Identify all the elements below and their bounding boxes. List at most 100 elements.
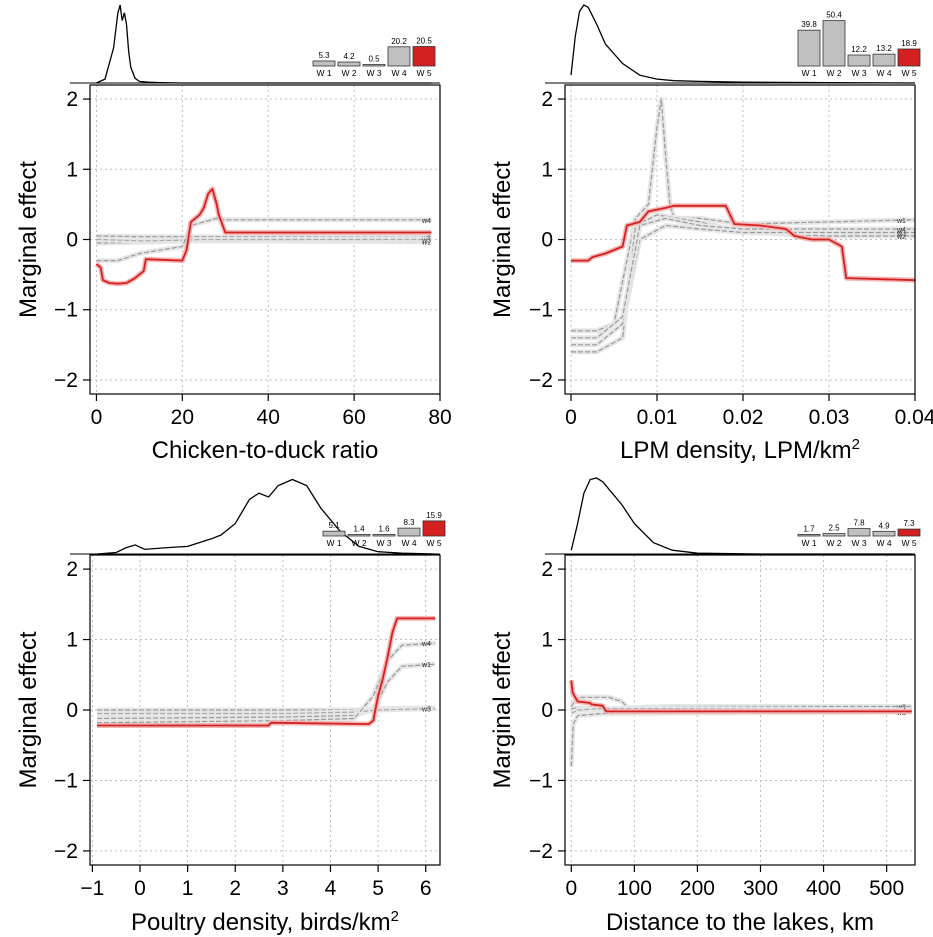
weight-name-label: W 1	[316, 68, 331, 78]
y-axis-label: Marginal effect	[15, 631, 42, 788]
series-line-w5	[570, 680, 912, 713]
series-halo-w1	[568, 709, 912, 767]
weight-value-label: 1.7	[803, 524, 815, 533]
series-end-label: w1	[421, 240, 431, 247]
weight-bar	[897, 48, 921, 67]
weight-bar	[872, 530, 896, 537]
series-end-label: w4	[421, 641, 431, 648]
weight-name-label: W 5	[426, 538, 441, 548]
x-axis-label: Chicken-to-duck ratio	[152, 437, 379, 464]
y-tick-label: 1	[66, 629, 78, 652]
weight-value-label: 1.6	[378, 524, 390, 533]
y-tick-label: 2	[541, 558, 553, 581]
weight-bar	[312, 60, 336, 67]
y-axis-label: Marginal effect	[489, 631, 516, 788]
series-end-label: w1	[896, 218, 906, 225]
density-curve	[570, 4, 916, 84]
series-line-w3	[96, 238, 432, 242]
x-axis-label: Distance to the lakes, km	[606, 909, 874, 936]
series-line-w5	[95, 188, 432, 285]
series-line-w3	[571, 224, 915, 346]
weight-name-label: W 4	[391, 68, 406, 78]
x-tick-label: 0.01	[637, 406, 678, 429]
weight-bar	[412, 46, 436, 67]
y-tick-label: 0	[541, 229, 553, 252]
weight-name-label: W 5	[416, 68, 431, 78]
density-curve	[97, 478, 436, 555]
y-tick-label: 1	[66, 158, 78, 181]
x-tick-label: 0.02	[723, 406, 764, 429]
weight-value-label: 12.2	[851, 45, 867, 54]
y-tick-label: −1	[54, 299, 78, 322]
weight-value-label: 5.3	[318, 51, 330, 60]
x-tick-label: 1	[182, 877, 194, 900]
y-tick-label: 2	[66, 558, 78, 581]
chart-panel-1: 5.3W 14.2W 20.5W 320.2W 420.5W 5w1w2w3w4…	[15, 4, 452, 464]
x-tick-label: 200	[680, 877, 715, 900]
series-line-w2	[97, 707, 436, 711]
x-tick-label: 3	[277, 877, 289, 900]
weight-bar	[797, 29, 821, 67]
weight-name-label: W 3	[851, 68, 866, 78]
weight-value-label: 7.3	[903, 519, 915, 528]
series-end-label: w1	[421, 662, 431, 669]
series-end-label: w3	[896, 230, 906, 237]
weight-name-label: W 2	[826, 68, 841, 78]
x-tick-label: 40	[257, 406, 280, 429]
y-tick-label: −1	[529, 769, 553, 792]
y-tick-label: −2	[529, 840, 553, 863]
series-line-w5	[571, 204, 916, 282]
x-tick-label: 100	[617, 877, 652, 900]
weight-name-label: W 3	[376, 538, 391, 548]
weight-name-label: W 3	[366, 68, 381, 78]
chart-panel-3: 5.1W 11.4W 21.6W 38.3W 415.9W 5w1w2w3w4−…	[15, 478, 446, 936]
weight-value-label: 13.2	[876, 44, 892, 53]
x-tick-label: 300	[743, 877, 778, 900]
y-tick-label: −1	[529, 299, 553, 322]
series-line-w5	[97, 617, 436, 727]
y-tick-label: 1	[541, 158, 553, 181]
series-line-w2	[96, 235, 432, 238]
weight-bar	[897, 528, 921, 537]
weight-value-label: 20.2	[391, 37, 407, 46]
weight-bar	[322, 530, 346, 537]
weight-value-label: 20.5	[416, 37, 432, 46]
series-line-w3	[97, 708, 436, 715]
weight-bar	[387, 46, 411, 67]
weight-bar	[372, 534, 396, 537]
series-end-label: w3	[421, 707, 431, 714]
y-tick-label: 0	[66, 699, 78, 722]
y-tick-label: 2	[541, 88, 553, 111]
y-tick-label: −1	[54, 769, 78, 792]
series-line-w1	[570, 711, 912, 767]
weight-value-label: 4.2	[343, 52, 355, 61]
weight-name-label: W 3	[851, 538, 866, 548]
weight-name-label: W 4	[401, 538, 416, 548]
weight-bar	[847, 528, 871, 537]
weight-bar	[397, 527, 421, 537]
weight-name-label: W 1	[326, 538, 341, 548]
series-line-w4	[571, 217, 915, 339]
weight-name-label: W 2	[341, 68, 356, 78]
weight-value-label: 50.4	[826, 11, 842, 20]
series-end-label: w3	[421, 238, 431, 245]
weight-value-label: 8.3	[403, 518, 415, 527]
y-tick-label: −2	[529, 369, 553, 392]
weight-bar	[362, 64, 386, 67]
weight-name-label: W 4	[876, 68, 891, 78]
x-tick-label: 500	[869, 877, 904, 900]
weight-value-label: 4.9	[878, 521, 890, 530]
x-axis-label: Poultry density, birds/km2	[131, 908, 399, 936]
x-tick-label: 0	[134, 877, 146, 900]
series-line-w1	[571, 98, 916, 332]
weight-bar	[422, 520, 446, 537]
x-tick-label: 400	[806, 877, 841, 900]
y-tick-label: 0	[541, 699, 553, 722]
weight-name-label: W 2	[351, 538, 366, 548]
x-tick-label: 0.03	[809, 406, 850, 429]
weight-bar	[822, 533, 846, 537]
x-tick-label: 4	[325, 877, 337, 900]
weight-bar	[822, 20, 846, 67]
x-tick-label: 0	[91, 406, 103, 429]
